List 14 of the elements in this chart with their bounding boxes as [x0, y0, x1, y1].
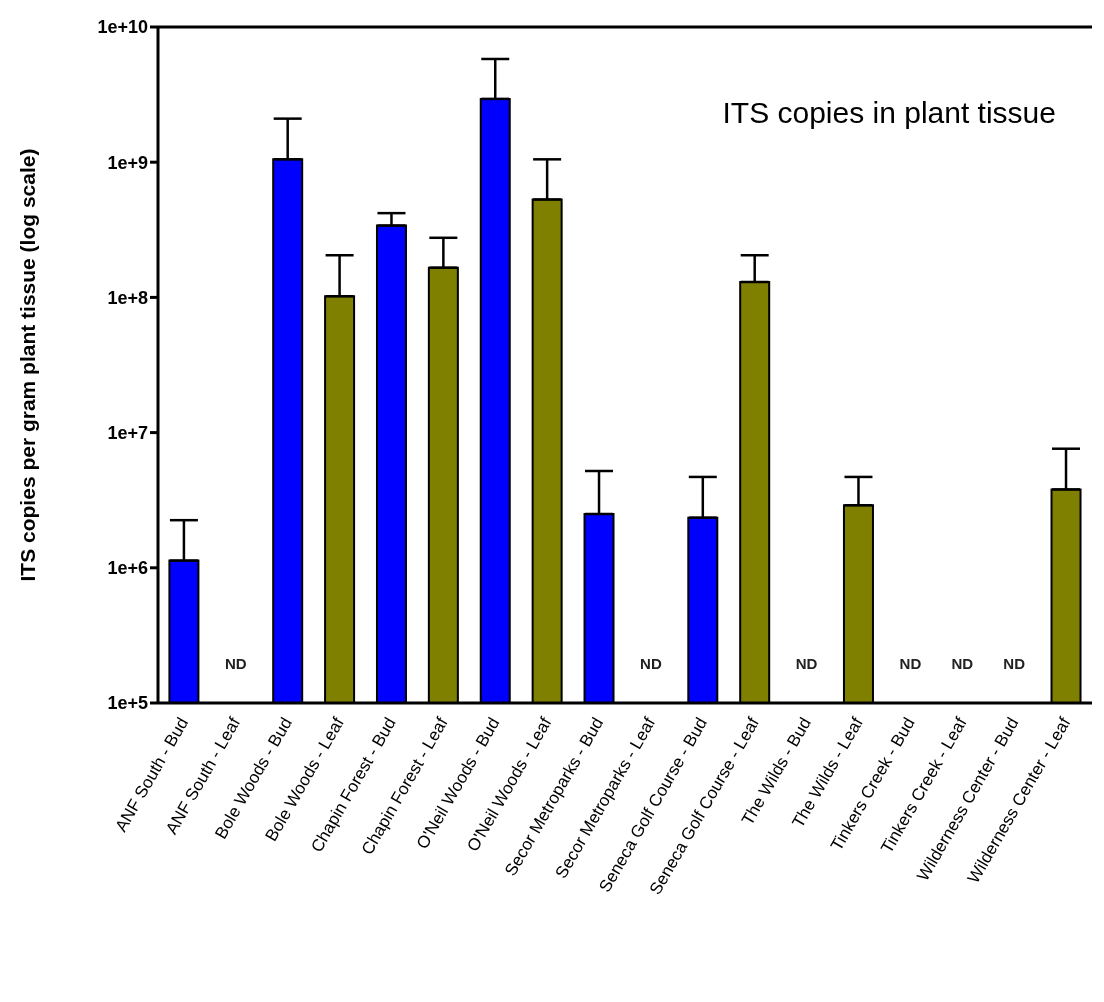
annotation: ND [1003, 655, 1026, 672]
annotation: ND [225, 655, 247, 672]
y-tick-label: 1e+5 [107, 693, 148, 714]
annotation: ND [795, 655, 818, 672]
y-tick-label: 1e+8 [107, 287, 148, 308]
y-axis-title: ITS copies per gram plant tissue (log scale) [16, 148, 40, 582]
text: ITS copies in plant tissue [722, 96, 1056, 130]
y-tick-label: 1e+9 [107, 152, 148, 173]
y-tick-label: 1e+6 [107, 558, 148, 579]
y-tick-label: 1e+7 [107, 422, 148, 443]
annotation: ND [951, 655, 974, 672]
annotation: ND [899, 655, 922, 672]
y-tick-label: 1e+10 [97, 17, 148, 38]
annotation: ND [640, 655, 662, 672]
